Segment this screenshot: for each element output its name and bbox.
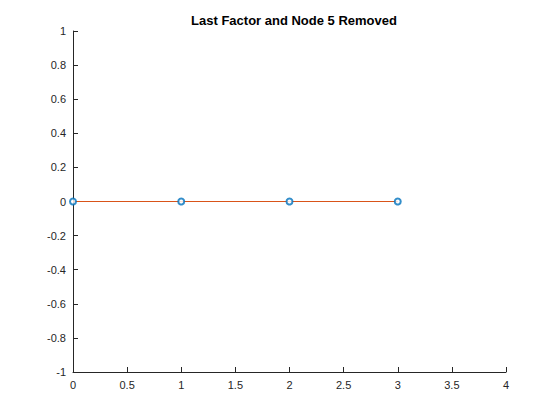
svg-text:-0.8: -0.8 — [47, 332, 66, 344]
svg-text:-0.6: -0.6 — [47, 298, 66, 310]
svg-text:0.4: 0.4 — [51, 127, 66, 139]
svg-text:2: 2 — [286, 379, 292, 391]
svg-text:0.6: 0.6 — [51, 93, 66, 105]
svg-text:Last Factor and Node 5 Removed: Last Factor and Node 5 Removed — [191, 13, 397, 28]
svg-text:1: 1 — [60, 25, 66, 37]
svg-text:-0.4: -0.4 — [47, 264, 66, 276]
svg-text:0: 0 — [60, 196, 66, 208]
svg-text:0: 0 — [70, 379, 76, 391]
svg-text:0.2: 0.2 — [51, 161, 66, 173]
svg-text:0.8: 0.8 — [51, 59, 66, 71]
svg-text:2.5: 2.5 — [336, 379, 351, 391]
svg-text:-0.2: -0.2 — [47, 230, 66, 242]
svg-text:1: 1 — [178, 379, 184, 391]
svg-text:-1: -1 — [56, 366, 66, 378]
svg-text:3: 3 — [395, 379, 401, 391]
svg-text:3.5: 3.5 — [444, 379, 459, 391]
svg-text:1.5: 1.5 — [228, 379, 243, 391]
svg-text:4: 4 — [503, 379, 509, 391]
svg-text:0.5: 0.5 — [119, 379, 134, 391]
